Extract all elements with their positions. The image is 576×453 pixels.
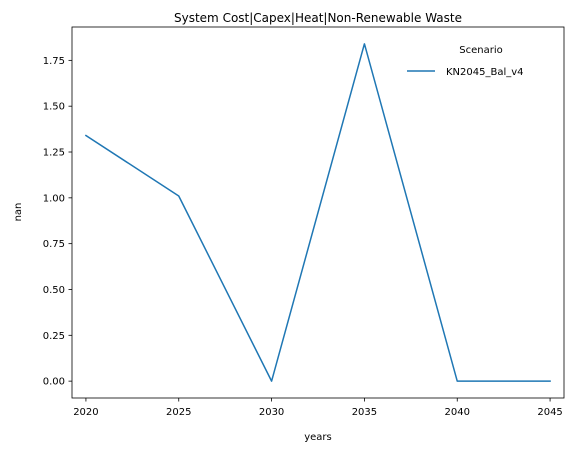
x-tick-label: 2025 [166, 407, 191, 418]
plot-frame [71, 26, 565, 399]
legend-title: Scenario [459, 45, 502, 56]
series-layer [84, 43, 551, 382]
y-tick-label: 1.25 [43, 148, 65, 159]
y-axis-label: nan [13, 203, 24, 222]
legend-label: KN2045_Bal_v4 [446, 67, 524, 78]
x-axis-label: years [304, 432, 332, 443]
chart-title: System Cost|Capex|Heat|Non-Renewable Was… [174, 11, 462, 25]
y-tick-label: 1.50 [43, 102, 65, 113]
x-tick-label: 2040 [445, 407, 470, 418]
x-axis: 2020 2025 2030 2035 2040 2045 [73, 398, 563, 418]
x-tick-label: 2020 [73, 407, 98, 418]
y-tick-label: 1.75 [43, 56, 65, 67]
y-tick-label: 0.75 [43, 239, 65, 250]
series-line [84, 43, 551, 382]
x-tick-label: 2045 [537, 407, 562, 418]
legend: Scenario KN2045_Bal_v4 [407, 45, 524, 78]
x-tick-label: 2035 [352, 407, 377, 418]
y-axis: 0.00 0.25 0.50 0.75 1.00 1.25 1.50 1.75 [43, 56, 72, 388]
y-tick-label: 0.50 [43, 285, 65, 296]
x-tick-label: 2030 [259, 407, 284, 418]
y-tick-label: 0.25 [43, 331, 65, 342]
y-tick-label: 0.00 [43, 377, 65, 388]
y-tick-label: 1.00 [43, 193, 65, 204]
plot-area [71, 26, 565, 399]
